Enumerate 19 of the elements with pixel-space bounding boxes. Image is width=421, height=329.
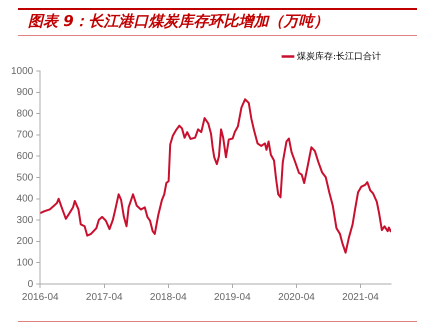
y-tick-label: 700 — [16, 130, 34, 141]
y-tick-label: 0 — [28, 278, 34, 290]
y-tick-label: 800 — [16, 108, 34, 120]
y-tick-label: 100 — [16, 257, 34, 268]
x-tick-label: 2018-04 — [150, 292, 188, 303]
y-tick-label: 500 — [16, 172, 34, 184]
y-tick-label: 300 — [16, 214, 34, 226]
y-tick-label: 1000 — [10, 66, 34, 77]
x-tick-label: 2016-04 — [22, 292, 60, 303]
x-tick-label: 2019-04 — [214, 292, 252, 303]
x-tick-label: 2020-04 — [278, 292, 316, 303]
chart-title: 图表 9：长江港口煤炭库存环比增加（万吨） — [18, 8, 417, 36]
x-tick-label: 2017-04 — [86, 292, 124, 303]
y-tick-label: 600 — [16, 150, 34, 162]
y-tick-label: 400 — [16, 194, 34, 205]
legend-label: 煤炭库存:长江口合计 — [296, 50, 382, 62]
y-tick-label: 200 — [16, 236, 34, 248]
y-tick-label: 900 — [16, 87, 34, 98]
x-tick-label: 2021-04 — [342, 292, 380, 303]
